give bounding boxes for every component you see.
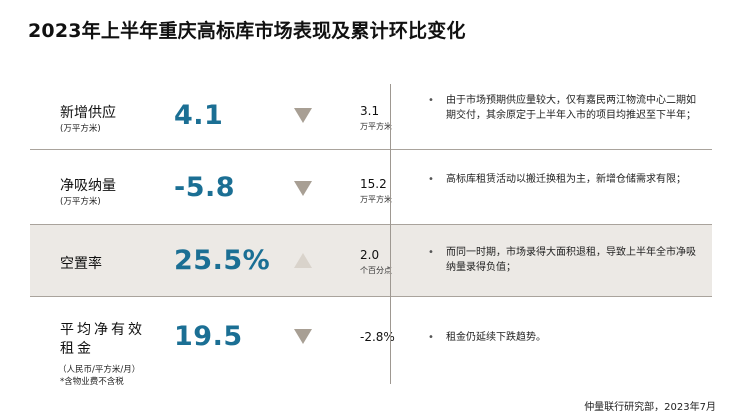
comment: • 租金仍延续下跌趋势。 <box>428 330 698 345</box>
comment-text: 而同一时期，市场录得大面积退租，导致上半年全市净吸纳量录得负值； <box>446 247 696 273</box>
arrow-up-icon <box>294 253 312 272</box>
comment-text: 由于市场预期供应量较大，仅有嘉民两江物流中心二期如期交付，其余原定于上半年入市的… <box>446 95 696 121</box>
arrow-down-icon <box>294 329 312 348</box>
bullet-icon: • <box>428 95 434 106</box>
row-divider <box>30 296 712 297</box>
change-unit: 万平方米 <box>360 122 392 131</box>
metric-label: 平均净有效租金 <box>60 321 156 359</box>
comment: • 由于市场预期供应量较大，仅有嘉民两江物流中心二期如期交付，其余原定于上半年入… <box>428 93 698 123</box>
change-value: 2.0 <box>360 248 380 262</box>
page-title: 2023年上半年重庆高标库市场表现及累计环比变化 <box>28 20 466 42</box>
column-divider <box>390 84 391 384</box>
change-unit: 万平方米 <box>360 195 392 204</box>
comment: • 而同一时期，市场录得大面积退租，导致上半年全市净吸纳量录得负值； <box>428 245 698 275</box>
metric-value: 4.1 <box>174 100 224 131</box>
metric-label: 空置率 <box>60 256 102 272</box>
row-divider <box>30 224 712 225</box>
change-unit: 个百分点 <box>360 266 392 275</box>
metric-value: 19.5 <box>174 321 243 352</box>
metric-unit: （人民币/平方米/月） <box>58 365 141 375</box>
arrow-down-icon <box>294 181 312 200</box>
metric-note: *含物业费不含税 <box>60 377 124 387</box>
row-divider <box>30 149 712 150</box>
change-value: 15.2 <box>360 177 387 191</box>
comment-text: 租金仍延续下跌趋势。 <box>446 332 546 343</box>
source-note: 仲量联行研究部，2023年7月 <box>584 402 716 413</box>
bullet-icon: • <box>428 174 434 185</box>
metric-unit: (万平方米) <box>60 124 101 134</box>
metric-row-new-supply: 新增供应 (万平方米) 4.1 3.1 万平方米 • 由于市场预期供应量较大，仅… <box>30 80 712 150</box>
metric-value: -5.8 <box>174 172 236 203</box>
bullet-icon: • <box>428 332 434 343</box>
comment: • 高标库租赁活动以搬迁换租为主，新增仓储需求有限； <box>428 172 698 187</box>
metric-label: 净吸纳量 <box>60 178 116 194</box>
change-value: 3.1 <box>360 104 380 118</box>
arrow-down-icon <box>294 108 312 127</box>
change-value: -2.8% <box>360 330 395 344</box>
metric-row-net-absorption: 净吸纳量 (万平方米) -5.8 15.2 万平方米 • 高标库租赁活动以搬迁换… <box>30 150 712 225</box>
comment-text: 高标库租赁活动以搬迁换租为主，新增仓储需求有限； <box>446 174 686 185</box>
metric-value: 25.5% <box>174 245 271 276</box>
metric-row-vacancy-rate: 空置率 25.5% 2.0 个百分点 • 而同一时期，市场录得大面积退租，导致上… <box>30 225 712 297</box>
metric-label-text: 平均净有效租金 <box>60 322 145 357</box>
metric-unit: (万平方米) <box>60 197 101 207</box>
metric-label: 新增供应 <box>60 105 116 121</box>
metric-row-average-rent: 平均净有效租金 （人民币/平方米/月） *含物业费不含税 19.5 -2.8% … <box>30 297 712 387</box>
bullet-icon: • <box>428 247 434 258</box>
